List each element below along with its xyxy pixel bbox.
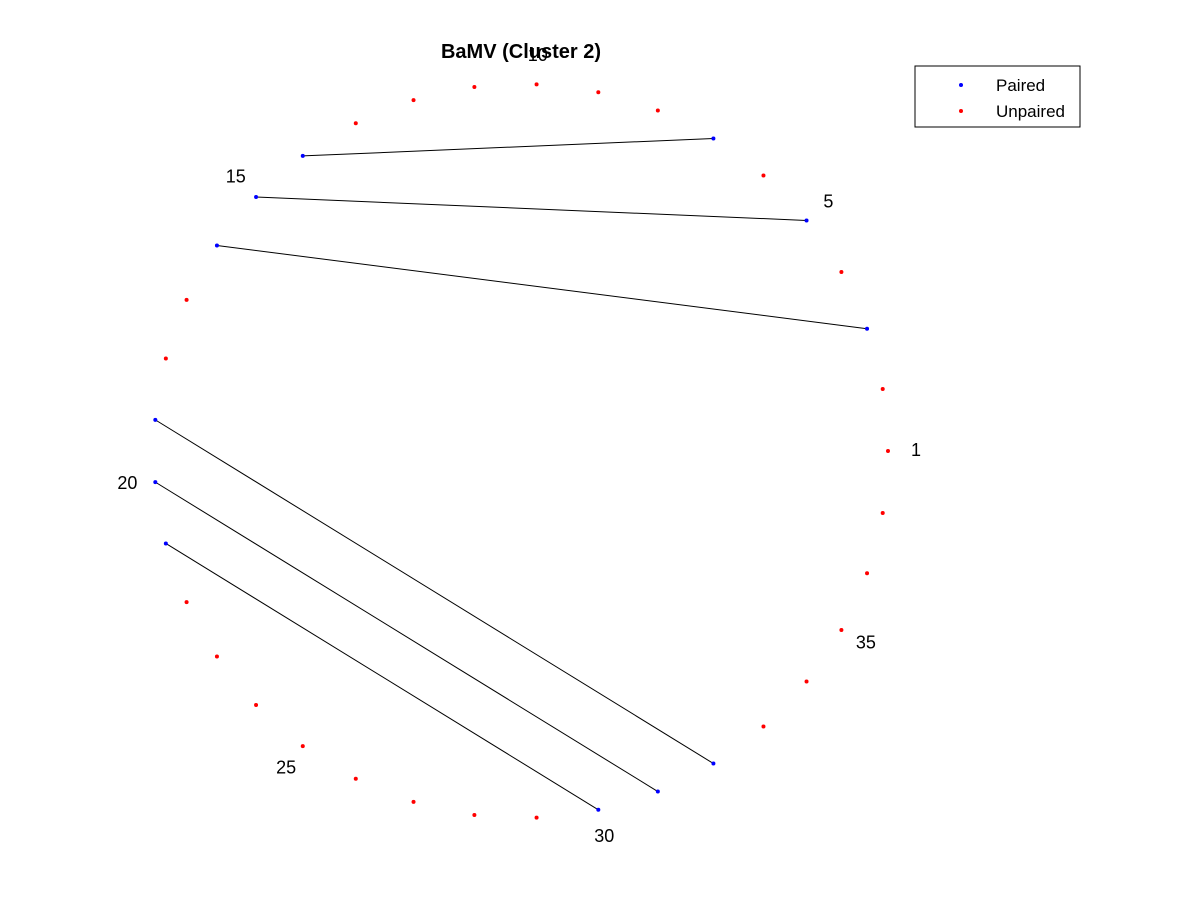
unpaired-point: [596, 90, 601, 95]
legend-label-unpaired: Unpaired: [996, 102, 1065, 121]
unpaired-point: [472, 813, 477, 818]
paired-point: [596, 807, 601, 812]
unpaired-point: [534, 82, 539, 87]
unpaired-point: [880, 511, 885, 516]
pair-line: [165, 543, 599, 811]
legend-label-paired: Paired: [996, 76, 1045, 95]
unpaired-point: [655, 108, 660, 113]
paired-point: [655, 789, 660, 794]
legend-marker-unpaired: [959, 109, 963, 113]
unpaired-point: [865, 571, 870, 576]
unpaired-point: [184, 600, 189, 605]
paired-point: [711, 761, 716, 766]
position-label: 15: [226, 166, 246, 186]
unpaired-point: [411, 799, 416, 804]
position-label: 10: [528, 45, 548, 65]
paired-point: [153, 417, 158, 422]
pair-line: [155, 419, 714, 764]
paired-point: [300, 153, 305, 158]
unpaired-point: [300, 744, 305, 749]
position-label: 5: [823, 192, 833, 212]
unpaired-point: [353, 121, 358, 126]
unpaired-point: [761, 173, 766, 178]
unpaired-point: [254, 702, 259, 707]
unpaired-point: [184, 297, 189, 302]
unpaired-point: [534, 815, 539, 820]
paired-point: [214, 243, 219, 248]
paired-point: [153, 480, 158, 485]
legend: Paired Unpaired: [914, 65, 1081, 128]
unpaired-point: [880, 386, 885, 391]
paired-point: [163, 541, 168, 546]
paired-point: [865, 326, 870, 331]
unpaired-point: [886, 449, 890, 453]
position-label: 30: [594, 826, 614, 846]
position-label: 35: [856, 632, 876, 652]
pair-line: [256, 196, 807, 221]
position-label: 1: [911, 440, 921, 460]
legend-marker-paired: [959, 83, 963, 87]
legend-box: [914, 65, 1081, 128]
paired-point: [254, 195, 259, 200]
position-label: 20: [117, 473, 137, 493]
pair-lines: [155, 137, 868, 811]
unpaired-point: [839, 270, 844, 275]
unpaired-point: [163, 356, 168, 361]
pair-line: [216, 244, 868, 330]
unpaired-point: [472, 84, 477, 89]
chart-title: BaMV (Cluster 2): [441, 41, 601, 63]
unpaired-point: [839, 627, 844, 632]
unpaired-point: [353, 776, 358, 781]
position-label: 25: [276, 757, 296, 777]
unpaired-point: [804, 679, 809, 684]
pair-line: [302, 137, 714, 157]
unpaired-point: [761, 724, 766, 729]
unpaired-point: [214, 654, 219, 659]
unpaired-point: [411, 98, 416, 103]
pair-line: [155, 481, 659, 792]
paired-point: [804, 218, 809, 223]
nucleotide-points: [153, 82, 890, 820]
paired-point: [711, 136, 716, 141]
